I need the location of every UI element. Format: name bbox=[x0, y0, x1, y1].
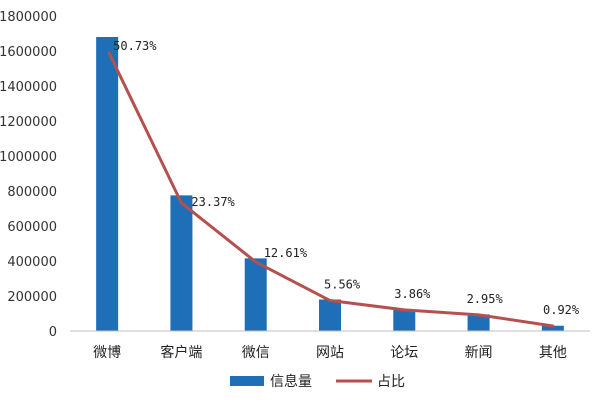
y-tick-label: 200000 bbox=[7, 290, 57, 305]
legend: 信息量 占比 bbox=[230, 373, 405, 390]
data-label: 50.73% bbox=[113, 39, 157, 53]
line-series: 50.73% 23.37% 12.61% 5.56% 3.86% 2.95% 0.92% bbox=[107, 39, 580, 328]
legend-label-bar: 信息量 bbox=[270, 373, 312, 390]
bar bbox=[244, 258, 267, 331]
y-tick-label: 0 bbox=[49, 325, 57, 340]
x-axis: 微博 客户端 微信 网站 论坛 新闻 其他 bbox=[70, 330, 590, 361]
bar bbox=[393, 310, 416, 331]
legend-label-line: 占比 bbox=[377, 374, 405, 390]
x-category-label: 论坛 bbox=[390, 345, 418, 361]
y-tick-label: 600000 bbox=[7, 220, 57, 235]
x-category-label: 微博 bbox=[93, 344, 121, 361]
data-label: 2.95% bbox=[467, 292, 504, 306]
x-category-label: 客户端 bbox=[160, 344, 202, 361]
x-category-label: 新闻 bbox=[465, 345, 493, 361]
y-tick-label: 1800000 bbox=[0, 10, 57, 25]
data-label: 0.92% bbox=[543, 303, 580, 317]
legend-swatch-bar bbox=[230, 376, 264, 386]
bar bbox=[467, 314, 490, 331]
y-tick-label: 1400000 bbox=[0, 80, 57, 95]
x-category-label: 网站 bbox=[316, 345, 344, 361]
bar-series bbox=[96, 37, 564, 331]
data-label: 12.61% bbox=[264, 246, 308, 260]
y-tick-label: 1600000 bbox=[0, 45, 57, 60]
y-tick-label: 1000000 bbox=[0, 150, 57, 165]
y-tick-label: 1200000 bbox=[0, 115, 57, 130]
x-category-label: 微信 bbox=[242, 345, 270, 361]
data-label: 5.56% bbox=[324, 278, 361, 292]
data-label: 23.37% bbox=[191, 195, 235, 209]
bar bbox=[319, 299, 341, 331]
share-line bbox=[107, 51, 555, 328]
x-category-label: 其他 bbox=[539, 345, 567, 361]
bar bbox=[541, 325, 564, 331]
bar bbox=[96, 37, 119, 331]
y-tick-label: 400000 bbox=[7, 255, 57, 270]
bar bbox=[170, 195, 193, 331]
data-label: 3.86% bbox=[394, 287, 431, 301]
y-tick-label: 800000 bbox=[7, 185, 57, 200]
y-axis: 0 200000 400000 600000 800000 1000000 1200000 1… bbox=[0, 10, 57, 340]
